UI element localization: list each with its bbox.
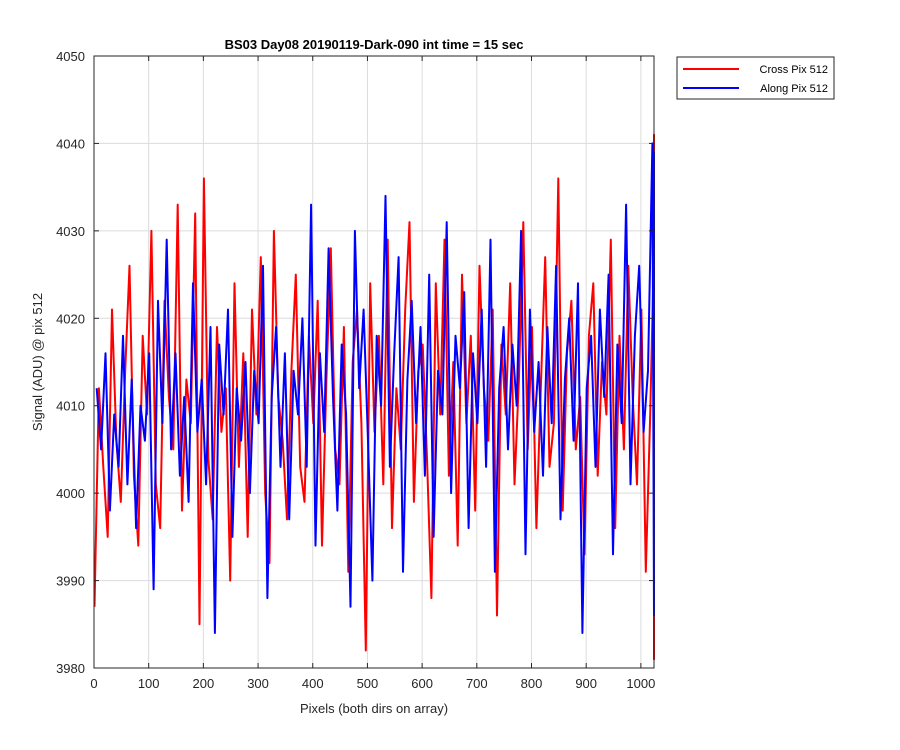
y-tick-label: 4040 xyxy=(56,136,85,151)
x-tick-label: 1000 xyxy=(626,676,655,691)
y-tick-label: 3980 xyxy=(56,661,85,676)
y-axis-label: Signal (ADU) @ pix 512 xyxy=(30,293,45,431)
x-tick-label: 900 xyxy=(575,676,597,691)
y-tick-label: 4000 xyxy=(56,486,85,501)
legend-label-cross: Cross Pix 512 xyxy=(760,64,828,76)
legend-box xyxy=(676,56,835,100)
ticks: 0 100 200 300 400 500 600 700 800 900 1000 3980 3990… xyxy=(56,49,655,691)
x-tick-label: 500 xyxy=(357,676,379,691)
y-tick-label: 3990 xyxy=(56,574,85,589)
y-tick-label: 4010 xyxy=(56,399,85,414)
x-tick-label: 700 xyxy=(466,676,488,691)
x-tick-label: 300 xyxy=(247,676,269,691)
y-tick-label: 4050 xyxy=(56,49,85,64)
x-tick-label: 0 xyxy=(90,676,97,691)
legend-label-along: Along Pix 512 xyxy=(760,83,828,95)
x-axis-label: Pixels (both dirs on array) xyxy=(300,701,448,716)
legend: Cross Pix 512 Along Pix 512 xyxy=(676,56,835,100)
x-tick-label: 200 xyxy=(193,676,215,691)
chart-title: BS03 Day08 20190119-Dark-090 int time = … xyxy=(225,37,524,52)
x-tick-label: 800 xyxy=(521,676,543,691)
axes-box xyxy=(93,55,655,669)
x-tick-label: 400 xyxy=(302,676,324,691)
x-tick-label: 100 xyxy=(138,676,160,691)
x-tick-label: 600 xyxy=(411,676,433,691)
y-tick-label: 4020 xyxy=(56,311,85,326)
y-tick-label: 4030 xyxy=(56,224,85,239)
